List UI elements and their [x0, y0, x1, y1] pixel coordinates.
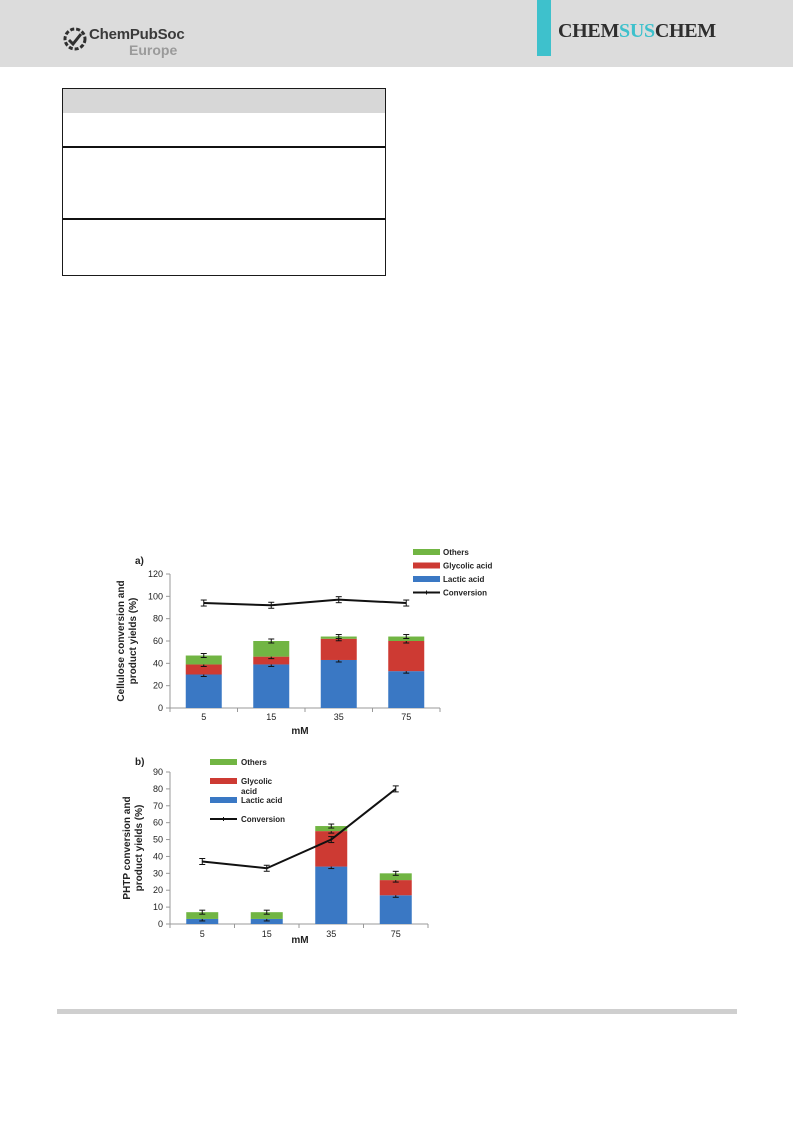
footer-rule — [57, 1009, 737, 1014]
legend-label: Glycolic acid — [443, 562, 492, 571]
table-frame — [62, 88, 386, 276]
y-tick-label: 70 — [153, 801, 163, 811]
y-tick-label: 120 — [148, 569, 163, 579]
legend-label: Lactic acid — [443, 575, 484, 584]
bar-lactic-acid — [185, 674, 222, 708]
x-tick-label: 35 — [326, 929, 336, 939]
panel-label: a) — [135, 556, 144, 567]
bar-others — [379, 873, 412, 881]
legend-swatch-lactic-acid — [413, 576, 440, 582]
x-tick-label: 15 — [262, 929, 272, 939]
panel-label: b) — [135, 757, 144, 768]
bar-glycolic-acid — [253, 656, 290, 665]
y-tick-label: 40 — [153, 851, 163, 861]
y-tick-label: 20 — [153, 681, 163, 691]
bar-others — [315, 826, 348, 832]
x-tick-label: 5 — [201, 712, 206, 722]
y-axis-title-line: Cellulose conversion and — [116, 580, 127, 701]
accent-bar — [537, 0, 551, 56]
bar-lactic-acid — [388, 671, 425, 708]
journal-title: CHEMSUSCHEM — [558, 20, 716, 43]
y-tick-label: 0 — [158, 919, 163, 929]
bar-others — [253, 641, 290, 657]
y-axis-title-line: product yields (%) — [128, 598, 139, 685]
y-axis-title: PHTP conversion andproduct yields (%) — [122, 796, 145, 899]
x-tick-label: 35 — [334, 712, 344, 722]
bar-lactic-acid — [253, 664, 290, 708]
bar-others — [250, 912, 283, 919]
y-tick-label: 60 — [153, 818, 163, 828]
y-tick-label: 10 — [153, 902, 163, 912]
legend-swatch-glycolic-acid — [210, 778, 237, 784]
journal-header: ChemPubSoc Europe CHEMSUSCHEM — [0, 0, 793, 67]
legend-label: Others — [443, 548, 469, 557]
table-rule — [63, 218, 385, 220]
publisher-region: Europe — [129, 42, 178, 58]
publisher-name: ChemPubSoc — [89, 26, 185, 43]
bar-lactic-acid — [379, 895, 412, 924]
chempubsoc-star-icon — [63, 27, 87, 51]
legend-label: Conversion — [443, 589, 487, 598]
legend-label: Others — [241, 758, 267, 767]
y-tick-label: 0 — [158, 703, 163, 713]
legend-swatch-glycolic-acid — [413, 562, 440, 569]
legend-label-line: Glycolic — [241, 777, 273, 786]
bar-lactic-acid — [315, 866, 348, 924]
legend-label: Conversion — [241, 815, 285, 824]
bar-glycolic-acid — [320, 638, 357, 660]
legend-swatch-lactic-acid — [210, 797, 237, 803]
y-tick-label: 80 — [153, 614, 163, 624]
journal-title-part-3: CHEM — [654, 20, 716, 42]
y-axis-title: Cellulose conversion andproduct yields (… — [116, 580, 139, 701]
bar-glycolic-acid — [388, 641, 425, 672]
journal-title-part-2: SUS — [619, 20, 655, 42]
bar-others — [185, 655, 222, 665]
x-tick-label: 75 — [391, 929, 401, 939]
x-axis-title: mM — [291, 726, 308, 737]
bar-lactic-acid — [250, 918, 283, 924]
y-axis-title-line: product yields (%) — [134, 805, 145, 892]
x-tick-label: 15 — [266, 712, 276, 722]
y-axis-title-line: PHTP conversion and — [122, 796, 133, 899]
x-tick-label: 75 — [401, 712, 411, 722]
bar-lactic-acid — [320, 659, 357, 708]
y-tick-label: 20 — [153, 885, 163, 895]
y-tick-label: 80 — [153, 784, 163, 794]
bar-glycolic-acid — [379, 880, 412, 896]
legend-swatch-others — [413, 549, 440, 555]
y-tick-label: 40 — [153, 658, 163, 668]
conversion-line — [203, 598, 407, 607]
x-tick-label: 5 — [200, 929, 205, 939]
y-tick-label: 90 — [153, 767, 163, 777]
bar-lactic-acid — [186, 918, 219, 924]
legend-label-line: acid — [241, 787, 257, 796]
y-tick-label: 60 — [153, 636, 163, 646]
chempubsoc-logo: ChemPubSoc Europe — [62, 24, 202, 60]
y-tick-label: 50 — [153, 835, 163, 845]
y-tick-label: 30 — [153, 868, 163, 878]
bar-glycolic-acid — [185, 664, 222, 675]
bar-others — [186, 912, 219, 919]
journal-title-part-1: CHEM — [558, 20, 620, 42]
y-tick-label: 100 — [148, 591, 163, 601]
table-rule — [63, 146, 385, 148]
table-header-row — [63, 89, 385, 113]
legend-label: Glycolic acid — [241, 777, 273, 796]
x-axis-title: mM — [291, 935, 308, 946]
conversion-line — [202, 788, 397, 870]
legend-swatch-others — [210, 759, 237, 765]
legend-label: Lactic acid — [241, 796, 282, 805]
